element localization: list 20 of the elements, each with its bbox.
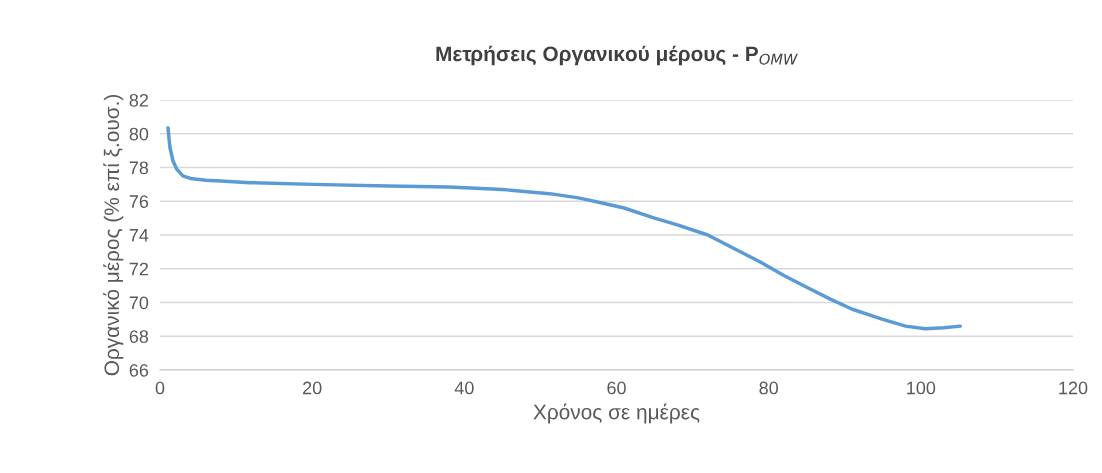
y-axis-title: Οργανικό μέρος (% επί ξ.ουσ.) — [103, 94, 124, 376]
x-tick-label: 100 — [907, 381, 936, 395]
y-tick-label: 66 — [129, 363, 149, 377]
x-tick-label: 40 — [454, 381, 474, 395]
x-tick-label: 0 — [155, 381, 165, 395]
x-axis-title: Χρόνος σε ημέρες — [533, 403, 700, 424]
y-tick-label: 70 — [129, 296, 149, 310]
x-tick-label: 60 — [607, 381, 626, 395]
chart-title: Μετρήσεις Οργανικού μέρους - P$_{OMW}$ — [436, 45, 798, 66]
x-tick-label: 20 — [303, 381, 322, 395]
x-tick-label: 120 — [1059, 381, 1088, 395]
y-tick-label: 78 — [129, 161, 149, 175]
y-tick-label: 80 — [129, 127, 149, 141]
y-tick-label: 72 — [129, 262, 148, 276]
line-series — [166, 126, 963, 331]
y-tick-label: 82 — [129, 93, 148, 107]
y-tick-label: 74 — [129, 229, 149, 242]
y-tick-label: 68 — [129, 330, 149, 343]
x-tick-label: 80 — [759, 381, 778, 395]
y-tick-label: 76 — [129, 195, 149, 208]
